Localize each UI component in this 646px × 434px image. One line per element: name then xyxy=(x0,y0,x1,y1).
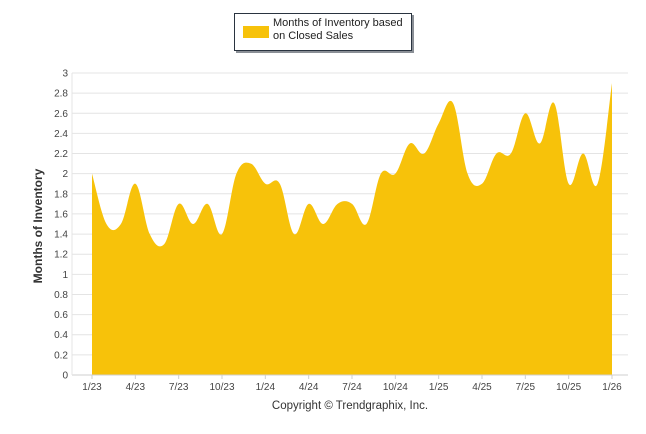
x-tick-label: 1/26 xyxy=(602,382,622,393)
x-tick-label: 10/24 xyxy=(383,382,408,393)
copyright-text: Copyright © Trendgraphix, Inc. xyxy=(271,400,429,412)
y-tick-label: 2.4 xyxy=(54,129,68,140)
y-tick-label: 2.2 xyxy=(54,149,68,160)
x-tick-label: 7/25 xyxy=(516,382,536,393)
x-tick-label: 4/23 xyxy=(126,382,146,393)
x-tick-label: 4/24 xyxy=(299,382,319,393)
y-tick-label: 0.4 xyxy=(54,330,68,341)
y-tick-label: 0.6 xyxy=(54,310,68,321)
x-tick-label: 10/23 xyxy=(209,382,234,393)
series-area xyxy=(92,83,612,376)
y-tick-label: 1 xyxy=(62,270,68,281)
y-axis-title: Months of Inventory xyxy=(31,168,45,284)
y-tick-label: 2.6 xyxy=(54,109,68,120)
x-tick-label: 7/23 xyxy=(169,382,189,393)
y-tick-label: 1.6 xyxy=(54,209,68,220)
legend-swatch xyxy=(243,26,269,38)
y-tick-label: 1.4 xyxy=(54,230,68,241)
x-tick-label: 1/24 xyxy=(256,382,276,393)
x-tick-label: 7/24 xyxy=(342,382,362,393)
legend-label: Months of Inventory based on Closed Sale… xyxy=(273,17,403,42)
y-tick-label: 3 xyxy=(62,69,68,80)
x-tick-label: 10/25 xyxy=(556,382,581,393)
x-tick-label: 1/23 xyxy=(82,382,102,393)
y-tick-label: 1.2 xyxy=(54,250,68,261)
y-tick-label: 2 xyxy=(62,169,68,180)
y-tick-label: 1.8 xyxy=(54,189,68,200)
y-tick-label: 2.8 xyxy=(54,89,68,100)
y-tick-label: 0.2 xyxy=(54,350,68,361)
y-tick-label: 0.8 xyxy=(54,290,68,301)
x-tick-label: 4/25 xyxy=(472,382,492,393)
x-tick-label: 1/25 xyxy=(429,382,449,393)
legend: Months of Inventory based on Closed Sale… xyxy=(234,13,412,51)
y-tick-label: 0 xyxy=(62,371,68,382)
